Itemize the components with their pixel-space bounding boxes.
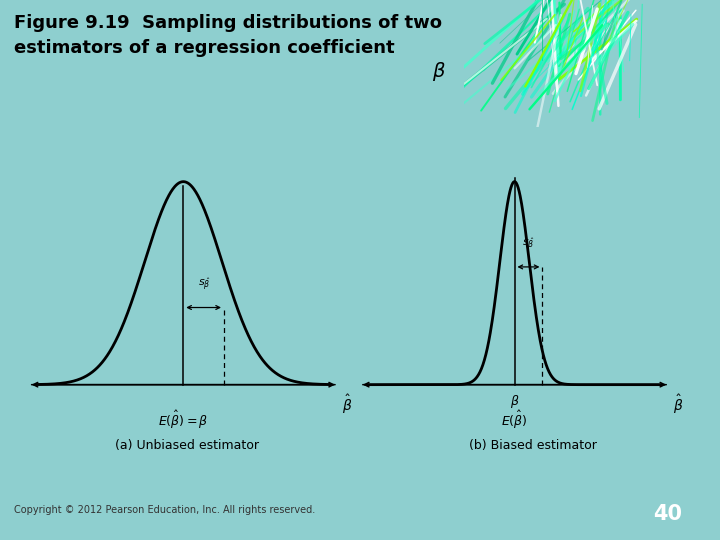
Text: Figure 9.19  Sampling distributions of two
estimators of a regression coefficien: Figure 9.19 Sampling distributions of tw… bbox=[14, 14, 442, 57]
Text: $s_{\hat{\beta}}$: $s_{\hat{\beta}}$ bbox=[197, 277, 210, 293]
Text: 40: 40 bbox=[653, 504, 683, 524]
Text: (b) Biased estimator: (b) Biased estimator bbox=[469, 439, 597, 452]
Text: (a) Unbiased estimator: (a) Unbiased estimator bbox=[115, 439, 259, 452]
Text: Copyright © 2012 Pearson Education, Inc. All rights reserved.: Copyright © 2012 Pearson Education, Inc.… bbox=[14, 505, 315, 515]
Text: $E(\hat{\beta}) = \beta$: $E(\hat{\beta}) = \beta$ bbox=[158, 409, 209, 431]
Text: $\beta$: $\beta$ bbox=[432, 60, 446, 83]
Text: $\hat{\beta}$: $\hat{\beta}$ bbox=[673, 393, 683, 416]
Text: $\hat{\beta}$: $\hat{\beta}$ bbox=[342, 393, 352, 416]
Text: $s_{\hat{\beta}}$: $s_{\hat{\beta}}$ bbox=[522, 237, 535, 253]
Text: $E(\hat{\beta})$: $E(\hat{\beta})$ bbox=[501, 409, 528, 431]
Text: $\beta$: $\beta$ bbox=[510, 393, 519, 410]
